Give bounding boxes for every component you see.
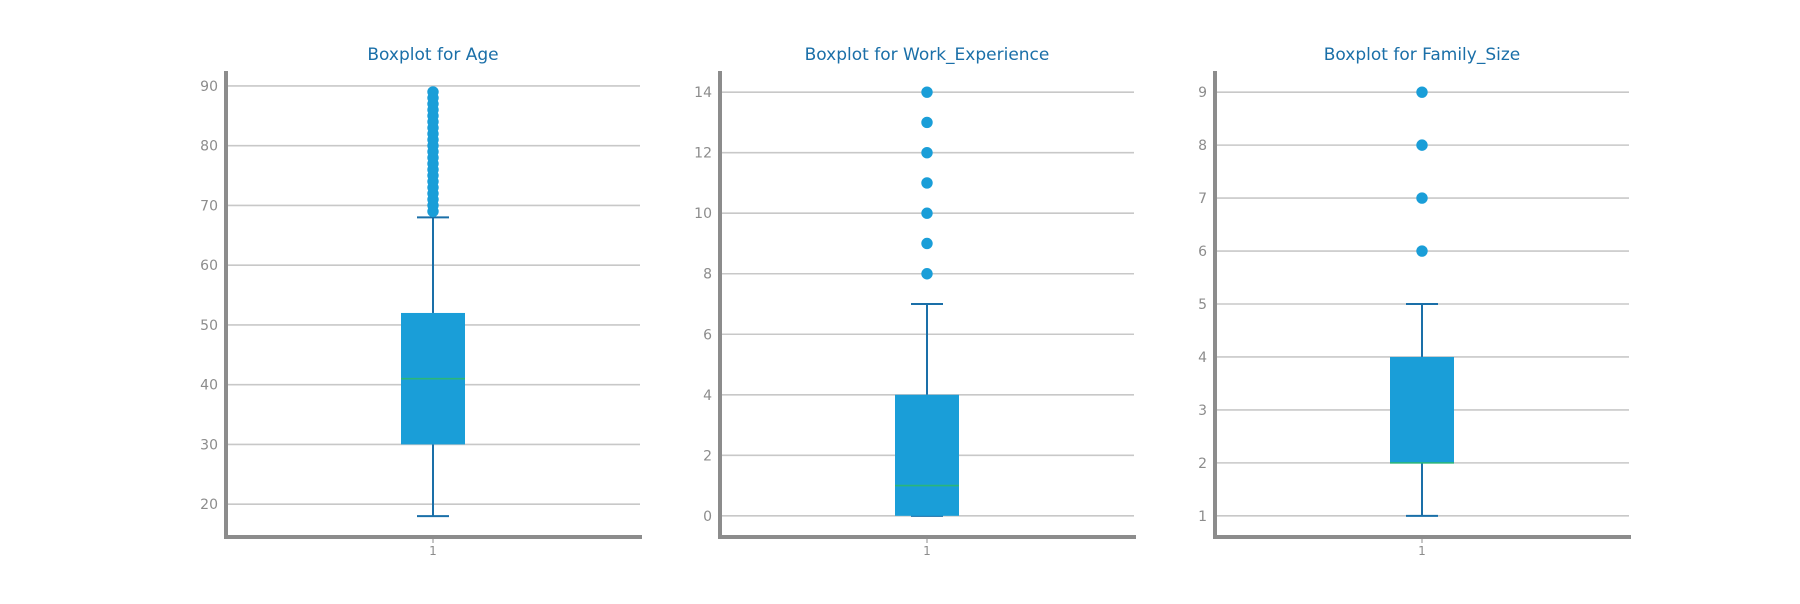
y-tick-label: 8 — [1198, 138, 1207, 154]
y-tick-label: 4 — [703, 388, 712, 404]
outlier-point — [921, 237, 933, 250]
chart-title: Boxplot for Age — [367, 45, 498, 65]
y-tick-label: 7 — [1198, 191, 1207, 207]
chart-title: Boxplot for Family_Size — [1324, 45, 1520, 65]
boxplot-panel-1: 20 30 40 50 60 70 80 90 1 Boxplot for Age — [200, 45, 642, 558]
x-tick-label: 1 — [429, 544, 437, 558]
outlier-point — [921, 177, 933, 189]
outlier-point — [921, 116, 933, 129]
y-tick-label: 8 — [703, 267, 712, 283]
y-tick-label: 2 — [1198, 456, 1207, 472]
outlier-point — [1416, 192, 1428, 204]
y-tick-label: 10 — [694, 206, 712, 222]
outlier-point — [921, 86, 933, 98]
y-tick-label: 14 — [694, 85, 712, 101]
x-tick-label: 1 — [1418, 544, 1426, 558]
y-tick-label: 2 — [703, 448, 712, 464]
iqr-box — [895, 394, 959, 516]
y-tick-label: 0 — [703, 509, 712, 525]
outlier-point — [921, 147, 933, 159]
y-tick-label: 40 — [200, 378, 218, 394]
y-tick-label: 4 — [1198, 350, 1207, 366]
outlier-point — [1416, 86, 1428, 98]
y-tick-label: 30 — [200, 437, 218, 453]
outlier-point — [1416, 245, 1428, 257]
iqr-box — [1390, 356, 1454, 463]
outlier-point — [921, 207, 933, 219]
outlier-point — [921, 268, 933, 280]
boxplot-panel-2: 0 2 4 6 8 10 12 14 1 Boxplot for Work_Experience — [694, 45, 1136, 558]
y-tick-label: 60 — [200, 258, 218, 274]
y-tick-label: 6 — [1198, 244, 1207, 260]
y-tick-label: 50 — [200, 318, 218, 334]
outlier-point — [427, 86, 439, 98]
y-tick-label: 70 — [200, 198, 218, 214]
y-tick-label: 90 — [200, 79, 218, 95]
y-tick-label: 5 — [1198, 297, 1207, 313]
y-tick-label: 12 — [694, 146, 712, 162]
x-tick-label: 1 — [923, 544, 931, 558]
boxplot-panel-3: 1 2 3 4 5 6 7 8 9 1 Boxplot for Family_Size — [1198, 45, 1631, 558]
chart-title: Boxplot for Work_Experience — [805, 45, 1050, 65]
y-tick-label: 3 — [1198, 403, 1207, 419]
y-tick-label: 80 — [200, 139, 218, 155]
y-tick-label: 9 — [1198, 85, 1207, 101]
y-tick-label: 1 — [1198, 509, 1207, 525]
outlier-point — [1416, 139, 1428, 151]
y-tick-label: 6 — [703, 327, 712, 343]
y-tick-label: 20 — [200, 497, 218, 513]
